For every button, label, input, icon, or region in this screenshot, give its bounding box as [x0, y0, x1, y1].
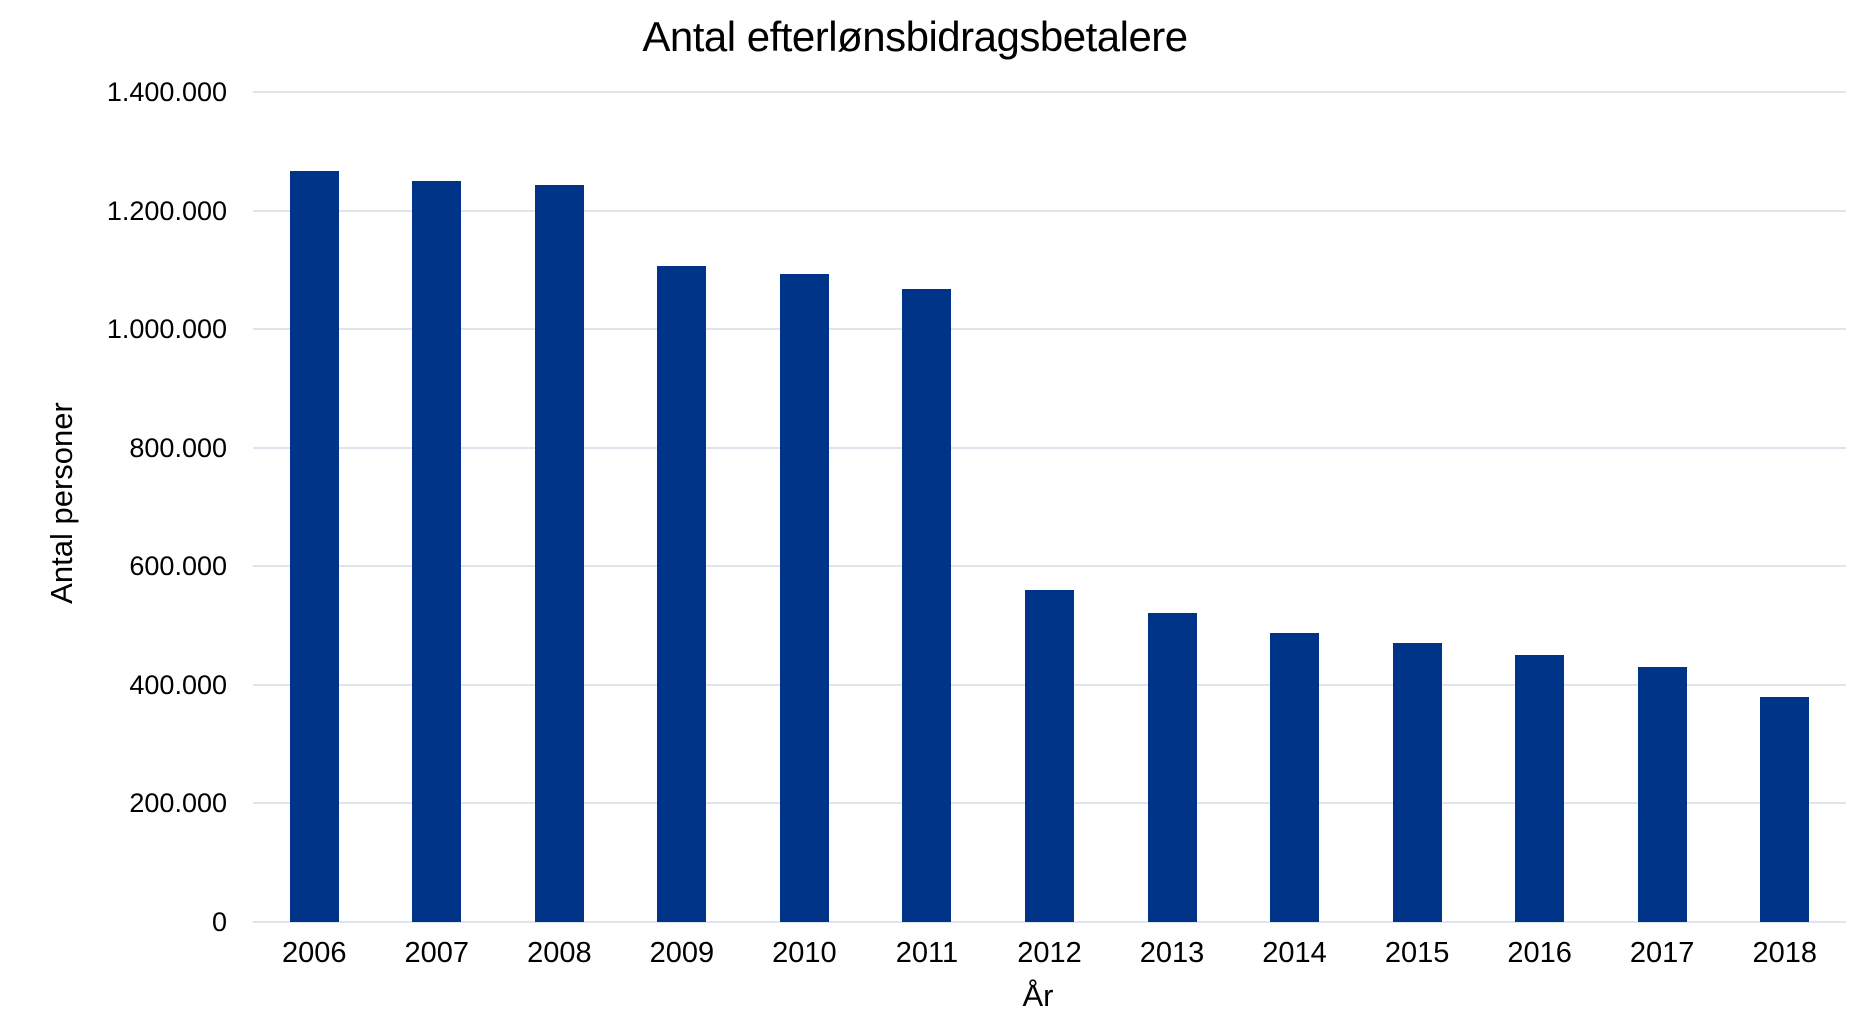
x-tick-label-2015: 2015	[1384, 937, 1450, 969]
y-tick-label-400.000: 400.000	[129, 669, 227, 700]
y-tick-label-1.200.000: 1.200.000	[106, 195, 227, 226]
y-axis-title: Antal personer	[44, 402, 79, 604]
x-tick-label-2008: 2008	[527, 937, 592, 969]
gridline-800.000	[253, 446, 1846, 449]
bar-2013	[1147, 613, 1197, 922]
y-tick-label-0: 0	[211, 907, 227, 937]
y-tick-label-800.000: 800.000	[129, 432, 227, 463]
x-tick-label-2013: 2013	[1139, 937, 1205, 969]
bar-2015	[1392, 643, 1442, 922]
gridline-1.400.000	[253, 91, 1846, 93]
bar-2017	[1637, 667, 1687, 922]
x-tick-label-2014: 2014	[1262, 937, 1327, 969]
x-tick-label-2016: 2016	[1507, 937, 1572, 969]
x-axis-title: År	[1022, 978, 1054, 1013]
y-tick-label-200.000: 200.000	[129, 788, 227, 819]
y-tick-label-600.000: 600.000	[129, 551, 227, 582]
gridline-0	[253, 921, 1846, 923]
bar-2018	[1760, 697, 1810, 922]
gridline-1.000.000	[253, 328, 1846, 331]
y-tick-label-1.400.000: 1.400.000	[106, 77, 227, 107]
bar-2006	[289, 170, 339, 922]
chart-title: Antal efterlønsbidragsbetalere	[642, 13, 1188, 60]
gridline-1.200.000	[253, 209, 1846, 212]
bar-2012	[1025, 590, 1074, 922]
gridline-600.000	[253, 565, 1846, 568]
x-tick-label-2007: 2007	[404, 937, 470, 969]
x-tick-label-2010: 2010	[772, 937, 837, 969]
bar-2016	[1515, 654, 1565, 922]
bar-2008	[534, 185, 584, 922]
x-tick-label-2006: 2006	[282, 937, 347, 969]
bar-2014	[1270, 632, 1320, 922]
x-tick-label-2012: 2012	[1017, 937, 1082, 969]
bar-2009	[657, 266, 707, 922]
bar-2011	[902, 289, 952, 922]
plot-area	[253, 91, 1846, 923]
y-tick-label-1.000.000: 1.000.000	[106, 314, 227, 345]
x-tick-label-2009: 2009	[649, 937, 715, 969]
x-tick-label-2017: 2017	[1629, 937, 1695, 969]
x-tick-label-2011: 2011	[895, 937, 959, 969]
x-tick-label-2018: 2018	[1752, 937, 1817, 969]
bar-2010	[779, 274, 829, 922]
bar-2007	[412, 180, 462, 922]
